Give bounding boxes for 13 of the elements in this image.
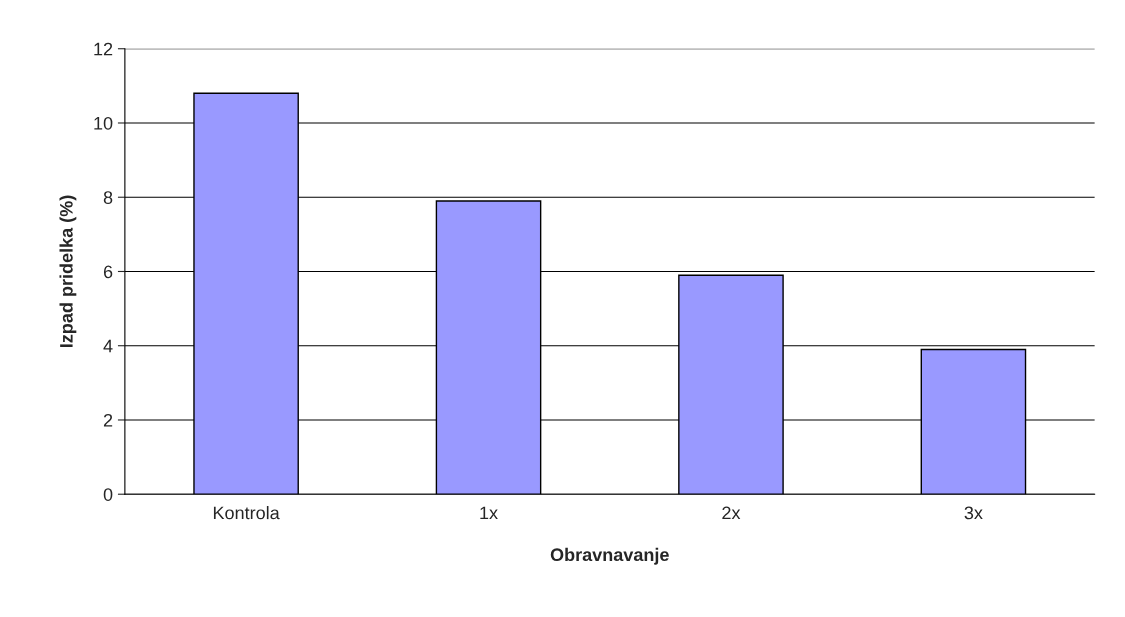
y-tick-label: 8 [103, 191, 113, 204]
y-tick-label: 0 [103, 488, 113, 501]
x-axis-title: Obravnavanje [550, 547, 669, 565]
y-tick-label: 4 [103, 339, 113, 353]
x-tick-label: 3x [964, 506, 983, 520]
x-tick-label: Kontrola [213, 506, 280, 520]
y-tick-label: 6 [103, 265, 113, 279]
x-tick-label: 2x [722, 506, 741, 520]
y-tick-label: 2 [103, 413, 113, 427]
x-tick-label: 1x [480, 506, 498, 520]
y-tick-label: 12 [94, 42, 113, 56]
y-axis-title: Izpad pridelka (%) [59, 195, 77, 348]
y-tick-label: 10 [94, 116, 113, 130]
